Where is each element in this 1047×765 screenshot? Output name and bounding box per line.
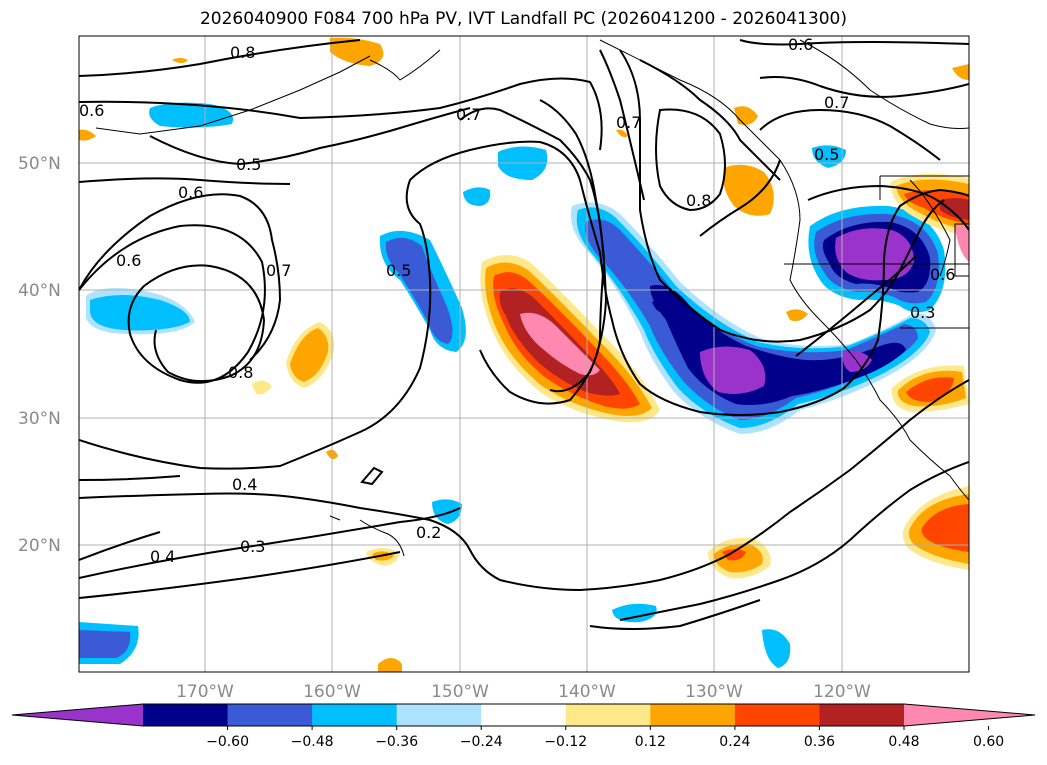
colorbar-segment bbox=[650, 704, 736, 726]
colorbar-segment bbox=[312, 704, 398, 726]
colorbar-segment bbox=[481, 704, 567, 726]
contour-label: 0.4 bbox=[232, 475, 257, 494]
lat-label-40n: 40°N bbox=[18, 281, 61, 301]
colorbar: −0.60 −0.48 −0.36 −0.24 −0.12 0.12 0.24 0.36 0.4… bbox=[11, 703, 1036, 750]
colorbar-tick-label: 0.48 bbox=[888, 734, 919, 750]
colorbar-segment bbox=[227, 704, 313, 726]
colorbar-tick-label: −0.48 bbox=[291, 734, 334, 750]
map-frame bbox=[78, 35, 970, 673]
contour-label: 0.6 bbox=[116, 251, 141, 270]
contour-label: 0.6 bbox=[178, 183, 203, 202]
colorbar-outline bbox=[11, 703, 1036, 727]
colorbar-tick-label: 0.60 bbox=[973, 734, 1004, 750]
colorbar-tick-label: 0.36 bbox=[804, 734, 835, 750]
pv-contours bbox=[79, 39, 969, 630]
contour-label: 0.5 bbox=[386, 261, 411, 280]
colorbar-tick-label: 0.24 bbox=[719, 734, 750, 750]
contour-label: 0.5 bbox=[814, 145, 839, 164]
colorbar-tick-label: −0.36 bbox=[375, 734, 418, 750]
colorbar-segment bbox=[734, 704, 820, 726]
contour-labels: 0.8 0.6 0.7 0.6 0.5 0.6 0.7 0.7 0.5 0.6 … bbox=[79, 35, 955, 566]
lon-axis: 170°W 160°W 150°W 140°W 130°W 120°W bbox=[176, 682, 871, 702]
contour-label: 0.6 bbox=[788, 35, 813, 54]
contour-label: 0.6 bbox=[79, 101, 104, 120]
lat-label-20n: 20°N bbox=[18, 536, 61, 556]
contour-label: 0.8 bbox=[686, 191, 711, 210]
contour-label: 0.8 bbox=[230, 43, 255, 62]
map-title: 2026040900 F084 700 hPa PV, IVT Landfall… bbox=[199, 9, 847, 29]
contour-label: 0.4 bbox=[150, 547, 175, 566]
colorbar-extend-max bbox=[904, 704, 1035, 726]
colorbar-tick-label: −0.12 bbox=[544, 734, 587, 750]
contour-label: 0.2 bbox=[416, 523, 441, 542]
colorbar-tick-label: 0.12 bbox=[635, 734, 666, 750]
map-panel: 0.8 0.6 0.7 0.6 0.5 0.6 0.7 0.7 0.5 0.6 … bbox=[79, 35, 969, 672]
colorbar-segment bbox=[396, 704, 482, 726]
lat-label-30n: 30°N bbox=[18, 409, 61, 429]
lat-axis: 50°N 40°N 30°N 20°N bbox=[18, 154, 61, 556]
colorbar-segment bbox=[565, 704, 651, 726]
contour-label: 0.8 bbox=[228, 363, 253, 382]
lat-label-50n: 50°N bbox=[18, 154, 61, 174]
colorbar-tick-label: −0.60 bbox=[206, 734, 249, 750]
colorbar-tick-label: −0.24 bbox=[460, 734, 503, 750]
gridlines bbox=[79, 36, 969, 672]
colorbar-segment bbox=[143, 704, 229, 726]
colorbar-extend-min bbox=[12, 704, 143, 726]
contour-label: 0.7 bbox=[266, 261, 291, 280]
lon-label-160w: 160°W bbox=[303, 682, 361, 702]
contour-label: 0.3 bbox=[910, 303, 935, 322]
lon-label-150w: 150°W bbox=[431, 682, 489, 702]
contour-label: 0.7 bbox=[456, 105, 481, 124]
contour-label: 0.3 bbox=[240, 537, 265, 556]
contour-label: 0.7 bbox=[824, 93, 849, 112]
lon-label-130w: 130°W bbox=[685, 682, 743, 702]
contour-label: 0.7 bbox=[616, 113, 641, 132]
contour-label: 0.6 bbox=[930, 265, 955, 284]
colorbar-segment bbox=[819, 704, 905, 726]
lon-label-120w: 120°W bbox=[813, 682, 871, 702]
contour-label: 0.5 bbox=[236, 155, 261, 174]
lon-label-140w: 140°W bbox=[558, 682, 616, 702]
lon-label-170w: 170°W bbox=[176, 682, 234, 702]
